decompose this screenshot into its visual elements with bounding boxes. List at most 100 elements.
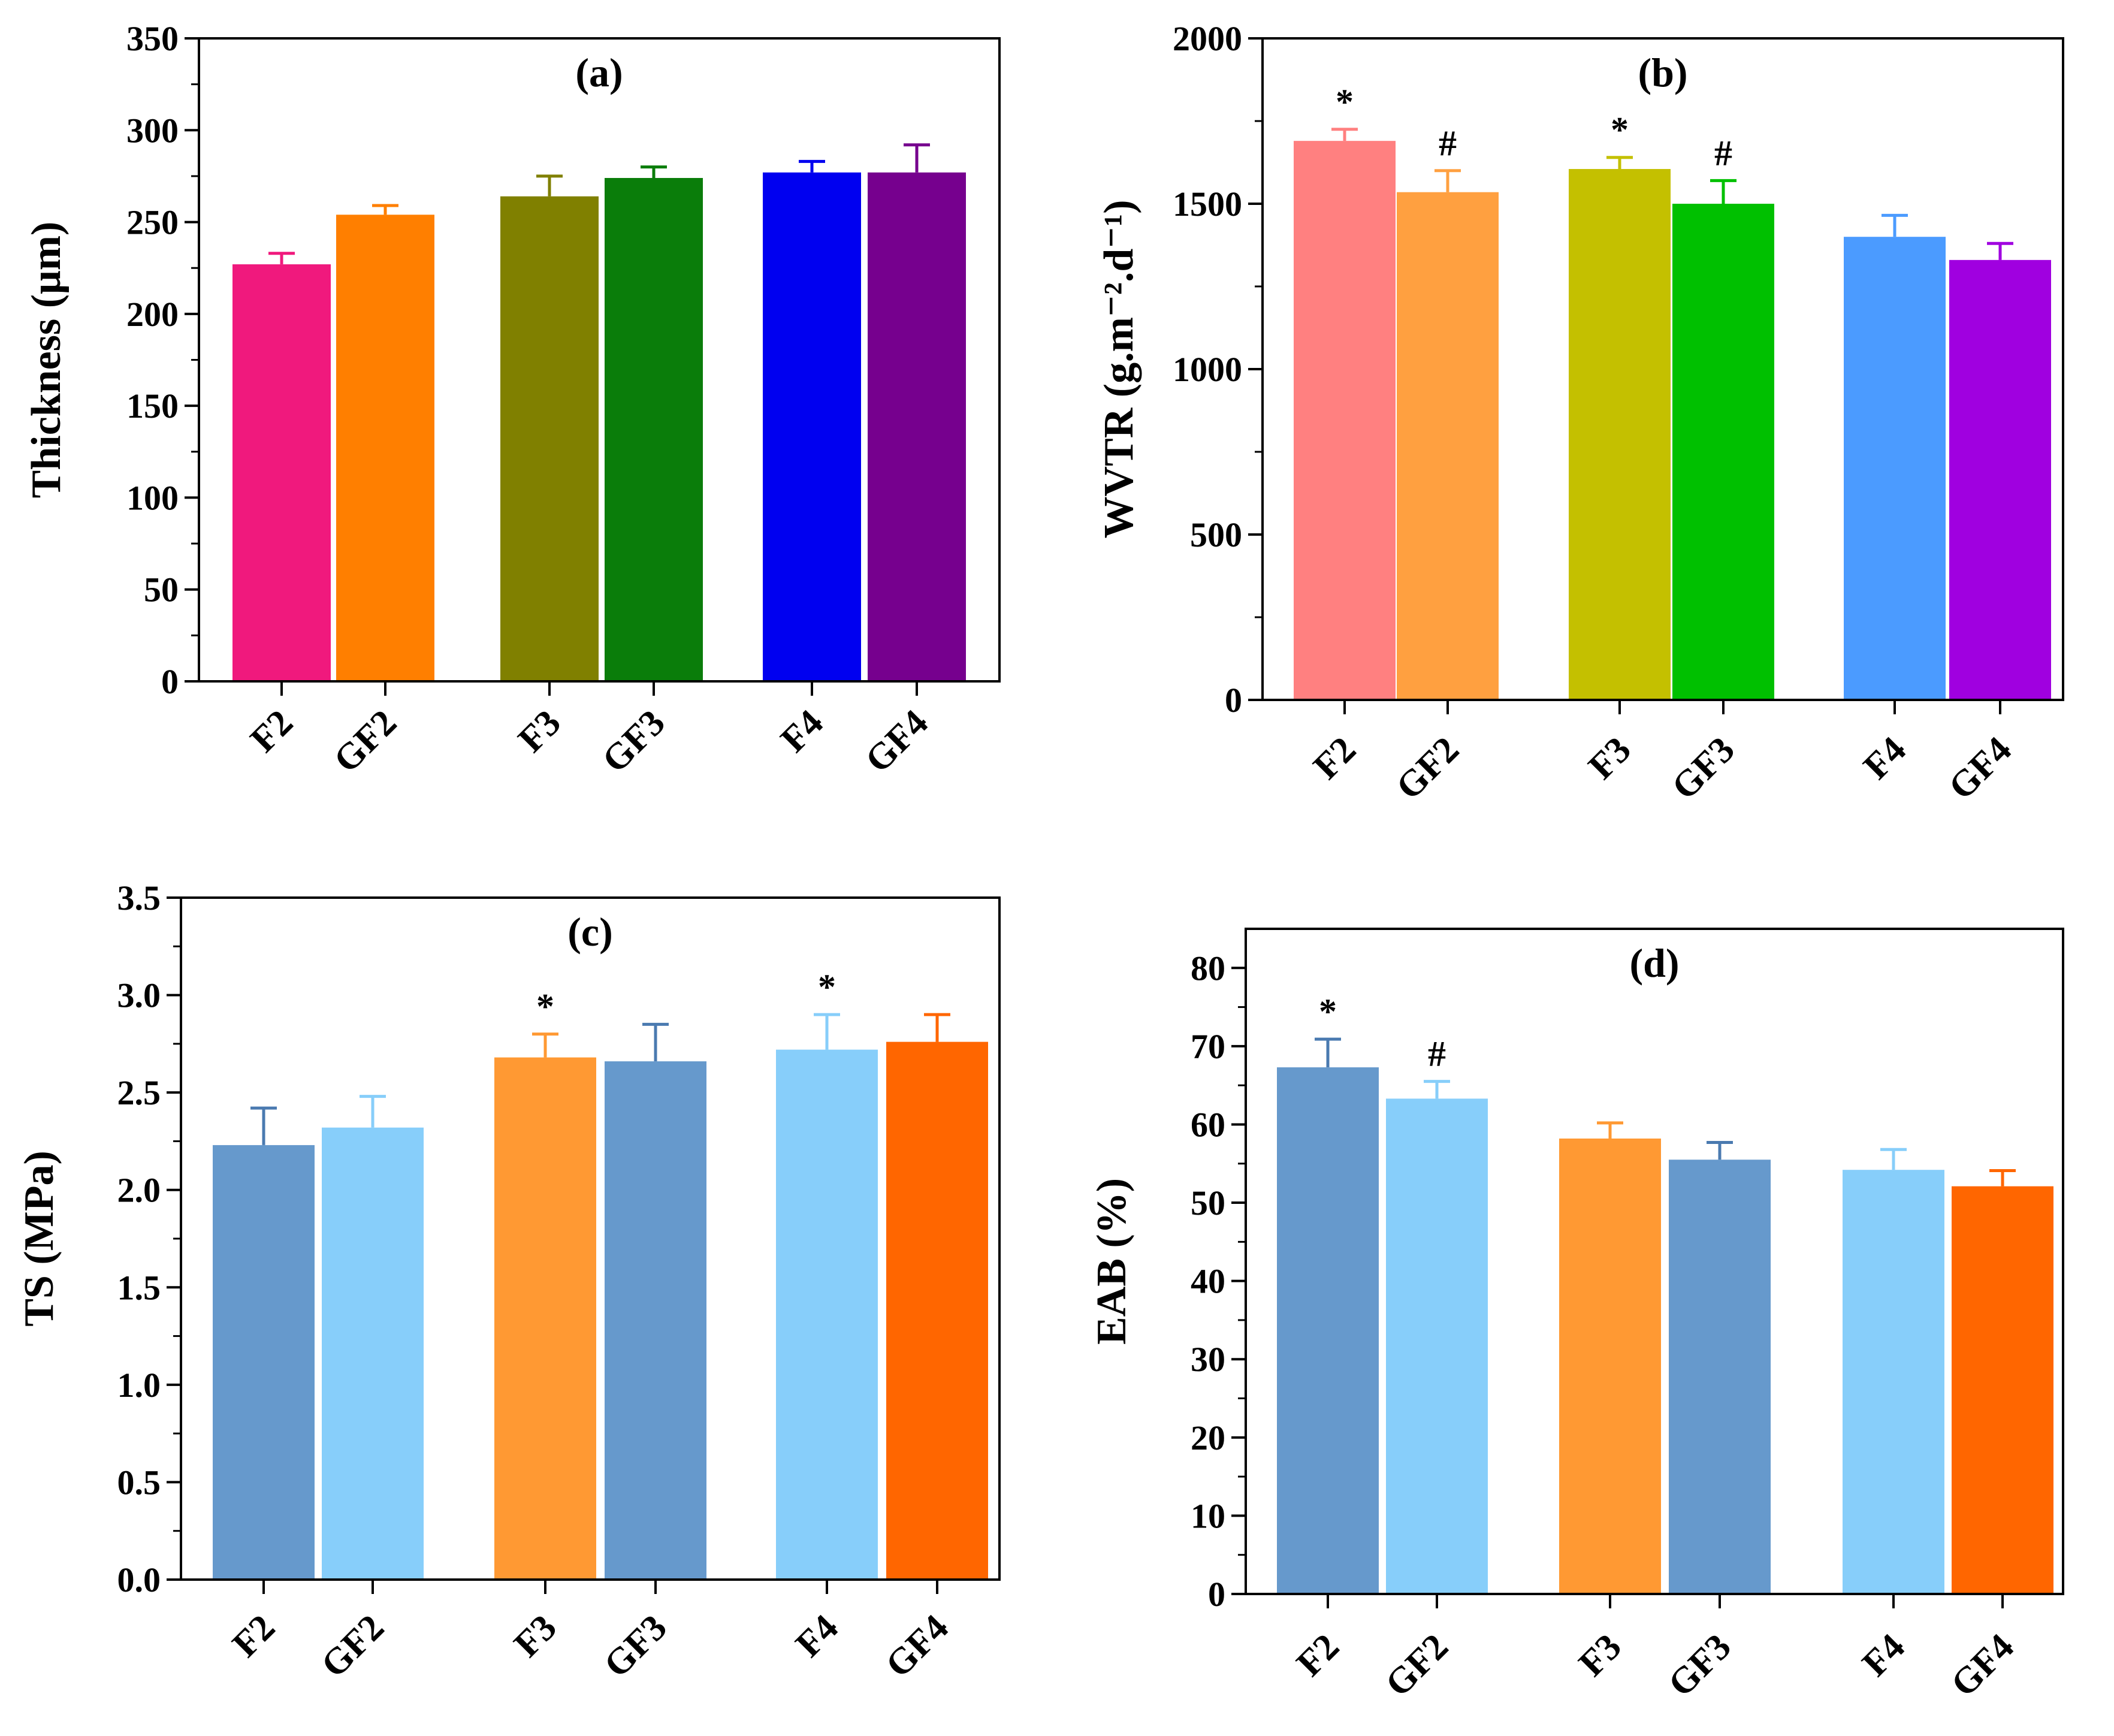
x-category-label: F2 [1289,1626,1347,1684]
y-axis-title: EAB (%) [1089,1178,1135,1345]
bar-f2 [1277,1067,1379,1594]
x-category-label: GF4 [857,702,936,781]
y-tick-label: 250 [126,203,179,242]
y-tick-label: 0 [161,662,179,701]
significance-marker: * [818,967,836,1007]
bar-f2 [213,1145,315,1580]
bar-f4 [763,172,861,682]
bar-f3 [500,196,599,681]
bar-f2 [1294,141,1396,700]
significance-marker: * [1611,110,1629,150]
bar-f3 [494,1057,596,1580]
y-tick-label: 70 [1191,1027,1225,1066]
y-tick-label: 1000 [1173,350,1242,389]
y-tick-label: 2.5 [117,1073,161,1112]
x-category-label: F4 [788,1607,846,1665]
x-category-label: GF4 [1943,1626,2022,1705]
y-tick-label: 30 [1191,1340,1225,1379]
x-category-label: F3 [511,702,569,760]
y-tick-label: 0 [1208,1575,1225,1614]
x-category-label: F2 [1306,729,1364,787]
bar-gf3 [1669,1160,1771,1594]
x-category-label: GF3 [594,702,673,781]
bar-gf4 [868,172,966,682]
x-category-label: GF4 [1941,729,2019,808]
panel-title: (a) [575,50,623,95]
y-tick-label: 2000 [1173,19,1242,58]
y-tick-label: 200 [126,295,179,334]
bar-gf4 [1949,259,2051,701]
significance-marker: * [1319,992,1337,1031]
y-tick-label: 0 [1225,681,1242,720]
x-category-label: GF2 [1388,729,1467,808]
bar-gf2 [322,1127,424,1580]
y-tick-label: 80 [1191,949,1225,988]
panel-title: (b) [1638,50,1687,95]
y-tick-label: 20 [1191,1418,1225,1457]
panel-title: (d) [1629,940,1679,986]
x-category-label: GF4 [878,1607,956,1686]
y-tick-label: 3.0 [117,976,161,1015]
x-category-label: F3 [1571,1626,1629,1684]
panel-title: (c) [567,909,612,955]
significance-marker: # [1714,133,1732,173]
panel-c-ts-chart: * * 0.0 0.5 1.0 1.5 2.0 2.5 3.0 3.5 F2 GF2 F3 GF3 F4 GF… [16,878,1001,1686]
x-category-label: GF3 [1660,1626,1739,1705]
y-tick-label: 1.0 [117,1366,161,1405]
panel-b-wvtr-chart: * # * #0 500 1000 1500 2000 F2 GF2 F3 GF3 F4 GF4 (b) WV… [1096,19,2064,808]
x-category-label: F4 [773,702,831,760]
panel-a-thickness-chart: 0 50 100 150 200 250 300 350 F2 GF2 F3 GF3 F4 GF4 (a) T… [23,19,1001,781]
plot-frame [1245,928,2064,1595]
x-category-label: F3 [1581,729,1639,787]
bar-f4 [776,1049,878,1580]
x-category-label: F3 [506,1607,564,1665]
y-axis-title: TS (MPa) [16,1151,62,1327]
x-category-label: F2 [225,1607,283,1665]
y-tick-label: 0.0 [117,1560,161,1599]
bar-f4 [1844,237,1946,700]
y-tick-label: 1.5 [117,1268,161,1307]
bar-gf3 [605,177,703,682]
bar-f2 [232,264,331,681]
y-tick-label: 40 [1191,1262,1225,1301]
y-tick-label: 50 [144,570,179,609]
bar-gf4 [1952,1186,2053,1594]
x-category-label: GF2 [313,1607,392,1686]
bar-f4 [1843,1170,1944,1594]
bar-gf4 [886,1041,988,1580]
significance-marker: * [536,987,554,1026]
y-tick-label: 100 [126,478,179,517]
significance-marker: * [1336,82,1354,122]
y-tick-label: 300 [126,111,179,150]
x-category-label: F2 [243,702,301,760]
panel-d-eab-chart: * #0 10 20 30 40 50 60 70 80 F2 GF2 F3 GF3 F4 GF4 (d) EAB… [1089,928,2064,1705]
bar-f3 [1569,169,1671,700]
bar-f3 [1559,1138,1661,1594]
x-category-label: F4 [1856,729,1914,787]
y-tick-label: 50 [1191,1184,1225,1222]
x-category-label: GF2 [326,702,404,781]
y-tick-label: 150 [126,387,179,425]
y-tick-label: 1500 [1173,185,1242,224]
y-axis-title: Thickness (μm) [23,222,70,499]
y-tick-label: 500 [1190,515,1242,554]
y-tick-label: 350 [126,19,179,58]
x-category-label: GF3 [596,1607,675,1686]
y-tick-label: 60 [1191,1105,1225,1144]
y-tick-label: 10 [1191,1496,1225,1535]
y-tick-label: 0.5 [117,1463,161,1502]
significance-marker: # [1439,123,1457,163]
x-category-label: GF2 [1378,1626,1456,1705]
bar-gf2 [1386,1098,1488,1594]
x-category-label: GF3 [1664,729,1742,808]
bar-gf2 [1397,192,1499,700]
bar-gf3 [1672,204,1774,700]
significance-marker: # [1428,1034,1446,1074]
x-category-label: F4 [1855,1626,1913,1684]
bar-gf3 [605,1061,706,1580]
y-tick-label: 3.5 [117,878,161,917]
y-tick-label: 2.0 [117,1171,161,1210]
bar-gf2 [336,215,434,681]
y-axis-title: WVTR (g.m⁻².d⁻¹) [1096,200,1142,538]
